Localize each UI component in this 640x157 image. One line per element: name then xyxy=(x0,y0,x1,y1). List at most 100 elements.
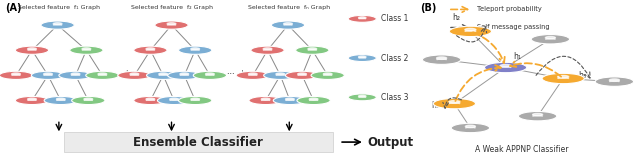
Circle shape xyxy=(309,98,318,100)
Circle shape xyxy=(15,96,49,105)
Text: Selected feature  fₙ Graph: Selected feature fₙ Graph xyxy=(248,5,330,10)
Circle shape xyxy=(433,98,476,109)
Text: Class 3: Class 3 xyxy=(381,93,409,102)
Circle shape xyxy=(249,96,282,105)
Circle shape xyxy=(130,73,139,75)
Circle shape xyxy=(59,71,92,79)
Circle shape xyxy=(179,46,212,54)
Circle shape xyxy=(484,62,527,73)
Circle shape xyxy=(557,76,569,78)
Circle shape xyxy=(449,101,460,103)
Text: Ensemble Classifier: Ensemble Classifier xyxy=(134,136,263,149)
Circle shape xyxy=(193,71,227,79)
Circle shape xyxy=(180,73,189,75)
Circle shape xyxy=(179,96,212,105)
Circle shape xyxy=(251,46,284,54)
Circle shape xyxy=(595,77,634,86)
Circle shape xyxy=(71,73,80,75)
Circle shape xyxy=(236,71,269,79)
Circle shape xyxy=(273,96,307,105)
Circle shape xyxy=(285,98,294,100)
Circle shape xyxy=(531,35,570,44)
Circle shape xyxy=(70,46,103,54)
Circle shape xyxy=(31,71,65,79)
Circle shape xyxy=(146,98,155,100)
Circle shape xyxy=(191,48,200,50)
Circle shape xyxy=(518,111,557,121)
Circle shape xyxy=(82,48,91,50)
Circle shape xyxy=(358,56,366,58)
Text: (A): (A) xyxy=(5,3,22,13)
Circle shape xyxy=(134,46,167,54)
Circle shape xyxy=(167,23,176,25)
Circle shape xyxy=(298,73,307,75)
Circle shape xyxy=(12,73,20,75)
Circle shape xyxy=(465,125,476,128)
Text: (B): (B) xyxy=(420,3,436,13)
Text: h₄: h₄ xyxy=(431,101,439,110)
Circle shape xyxy=(248,73,257,75)
Text: A Weak APPNP Classifier: A Weak APPNP Classifier xyxy=(475,145,568,154)
Circle shape xyxy=(308,48,317,50)
Circle shape xyxy=(41,21,74,29)
Circle shape xyxy=(168,71,201,79)
Circle shape xyxy=(348,94,376,101)
Circle shape xyxy=(297,96,330,105)
Circle shape xyxy=(542,73,584,84)
FancyBboxPatch shape xyxy=(64,132,333,152)
Circle shape xyxy=(284,23,292,25)
Circle shape xyxy=(261,98,270,100)
Circle shape xyxy=(348,15,376,22)
Circle shape xyxy=(134,96,167,105)
Text: ⋯  +αₙ·: ⋯ +αₙ· xyxy=(227,69,257,78)
Circle shape xyxy=(44,73,52,75)
Circle shape xyxy=(118,71,151,79)
Circle shape xyxy=(609,79,620,81)
Circle shape xyxy=(146,48,155,50)
Text: h₂: h₂ xyxy=(452,13,460,22)
Circle shape xyxy=(98,73,107,75)
Circle shape xyxy=(311,71,344,79)
Circle shape xyxy=(532,114,543,116)
Circle shape xyxy=(28,48,36,50)
Circle shape xyxy=(296,46,329,54)
Circle shape xyxy=(86,71,119,79)
Circle shape xyxy=(15,46,49,54)
Circle shape xyxy=(449,26,492,37)
Circle shape xyxy=(436,57,447,59)
Circle shape xyxy=(358,17,366,19)
Text: α₁·: α₁· xyxy=(8,69,18,78)
Circle shape xyxy=(323,73,332,75)
Text: Teleport probability: Teleport probability xyxy=(477,6,542,12)
Text: Output: Output xyxy=(367,136,413,149)
Circle shape xyxy=(56,98,65,100)
Text: h₁: h₁ xyxy=(513,52,521,61)
Circle shape xyxy=(147,71,180,79)
Circle shape xyxy=(264,71,297,79)
Circle shape xyxy=(271,21,305,29)
Text: Class 2: Class 2 xyxy=(381,54,409,63)
Circle shape xyxy=(451,123,490,133)
Circle shape xyxy=(44,96,77,105)
Circle shape xyxy=(205,73,214,75)
Circle shape xyxy=(0,71,33,79)
Circle shape xyxy=(28,98,36,100)
Circle shape xyxy=(263,48,272,50)
Circle shape xyxy=(170,98,179,100)
Circle shape xyxy=(53,23,62,25)
Circle shape xyxy=(422,55,461,64)
Circle shape xyxy=(545,37,556,39)
Circle shape xyxy=(157,96,191,105)
Circle shape xyxy=(159,73,168,75)
Circle shape xyxy=(276,73,285,75)
Circle shape xyxy=(348,55,376,62)
Circle shape xyxy=(72,96,105,105)
Circle shape xyxy=(285,71,319,79)
Circle shape xyxy=(191,98,200,100)
Circle shape xyxy=(84,98,93,100)
Text: +α₂·: +α₂· xyxy=(123,69,140,78)
Text: Selected feature  f₁ Graph: Selected feature f₁ Graph xyxy=(18,5,100,10)
Circle shape xyxy=(465,28,476,31)
Text: Self message passing: Self message passing xyxy=(477,24,550,30)
Circle shape xyxy=(358,95,366,97)
